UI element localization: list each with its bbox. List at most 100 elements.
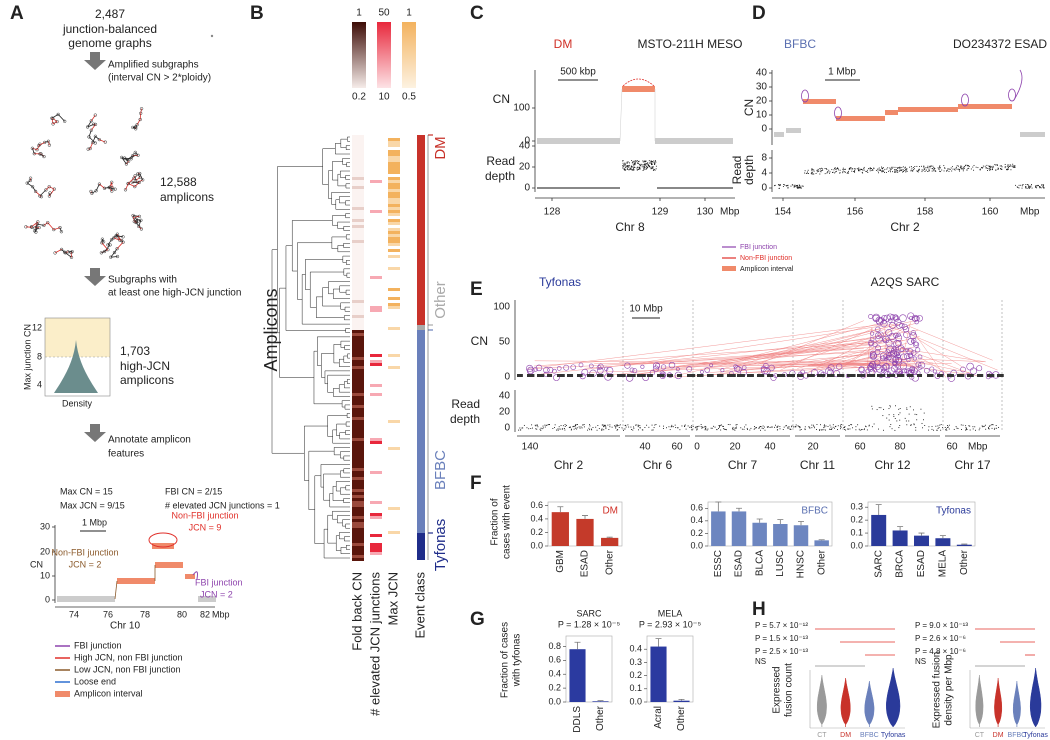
heat-cell [352, 390, 364, 393]
fbi-loop [578, 362, 584, 368]
junction [839, 324, 899, 370]
read-dot [891, 168, 893, 170]
graph-node [35, 222, 39, 226]
read-dot [1007, 167, 1009, 168]
read-dot [916, 170, 918, 172]
read-dot [865, 426, 867, 428]
read-dot [630, 166, 632, 168]
graph-edge [26, 182, 33, 188]
interval [737, 374, 745, 377]
graph-node [89, 128, 93, 132]
label: density per Mbp [944, 654, 955, 726]
read-dot [707, 428, 709, 430]
read-dot [1036, 187, 1038, 189]
heat-cell [352, 297, 364, 300]
label: BFBC [784, 37, 816, 51]
interval [774, 132, 784, 137]
y-tick-label: 0.4 [629, 644, 642, 654]
label: 10 Mbp [629, 304, 663, 315]
label: CN [493, 92, 510, 106]
heat-cell [352, 468, 364, 471]
read-dot [915, 427, 917, 429]
read-dot [869, 170, 871, 172]
heat-cell [352, 459, 364, 462]
read-dot [778, 187, 780, 189]
read-dot [539, 428, 541, 430]
graph-node [30, 225, 34, 229]
read-dot [647, 163, 649, 165]
read-dot [628, 426, 630, 428]
fbi-loop [192, 571, 198, 580]
read-dot [1030, 186, 1031, 188]
read-dot [844, 427, 846, 428]
read-dot [651, 166, 653, 168]
y-tick-label: 0.3 [629, 657, 642, 667]
read-dot [836, 170, 838, 172]
read-dot [883, 408, 885, 410]
read-dot [910, 170, 912, 172]
panel-letter: B [250, 3, 264, 24]
heat-cell [370, 276, 382, 279]
read-dot [962, 170, 964, 172]
read-dot [790, 428, 792, 430]
panel-letter: A [10, 3, 24, 24]
heat-cell [370, 438, 382, 441]
read-dot [966, 169, 968, 171]
read-dot [799, 186, 801, 188]
legend-label: High JCN, non FBI junction [74, 652, 183, 662]
read-dot [587, 429, 589, 431]
label: cases with event [502, 485, 513, 559]
interval [757, 374, 765, 377]
read-dot [743, 428, 745, 430]
read-dot [909, 406, 911, 408]
read-dot [889, 167, 891, 169]
graph-node [85, 125, 90, 129]
read-dot [685, 428, 687, 430]
read-dot [899, 419, 901, 421]
read-dot [895, 170, 897, 172]
read-dot [808, 173, 809, 174]
read-dot [957, 428, 959, 430]
read-dot [651, 163, 653, 165]
read-dot [750, 427, 752, 429]
graph-node [47, 143, 52, 147]
graph-node [37, 225, 41, 230]
read-dot [995, 169, 997, 171]
read-dot [877, 168, 879, 170]
label: 128 [544, 207, 561, 218]
read-dot [638, 162, 640, 164]
heat-cell [352, 207, 364, 210]
read-dot [642, 429, 644, 431]
graph-node [43, 140, 47, 145]
read-dot [902, 171, 904, 173]
fbi-loop [906, 358, 911, 363]
read-dot [889, 168, 891, 170]
heat-cell [352, 288, 364, 291]
read-dot [532, 427, 533, 429]
junction [914, 332, 947, 378]
read-dot [830, 426, 832, 428]
read-dot [925, 169, 927, 171]
read-dot [637, 166, 639, 168]
read-dot [1006, 166, 1008, 168]
heat-cell [370, 309, 382, 312]
fbi-loop [875, 332, 882, 339]
scale-label: 1 [356, 8, 362, 19]
read-dot [829, 428, 831, 430]
interval [185, 574, 195, 579]
label: Non-FBI junction [171, 510, 238, 520]
y-tick-label: 0.0 [548, 696, 561, 706]
read-dot [690, 426, 692, 428]
graph-node [112, 236, 116, 240]
read-dot [994, 427, 996, 429]
read-dot [576, 428, 578, 430]
heat-cell [388, 150, 400, 153]
read-dot [938, 170, 940, 172]
read-dot [842, 167, 844, 169]
graph-node [39, 195, 44, 199]
graph-node [123, 188, 128, 192]
read-dot [537, 426, 539, 428]
read-dot [822, 169, 824, 171]
class-label: Other [432, 281, 449, 319]
heat-cell [352, 234, 364, 237]
